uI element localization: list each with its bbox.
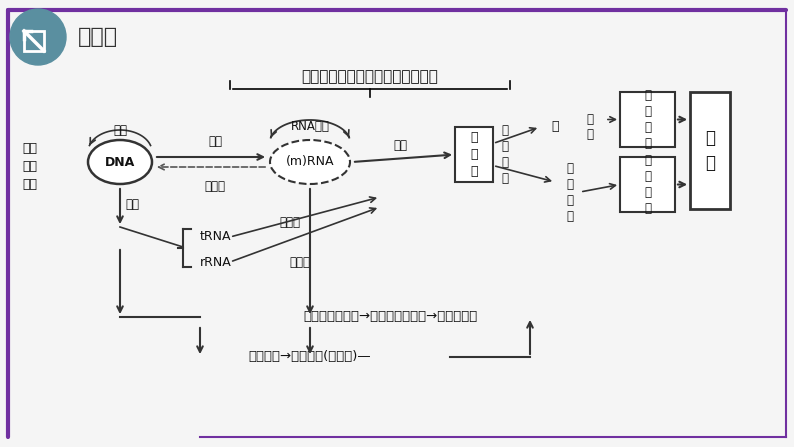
Text: （
场
所
）: （ 场 所 ）	[502, 125, 508, 186]
Text: RNA复制: RNA复制	[291, 121, 330, 134]
Ellipse shape	[88, 140, 152, 184]
Text: 脱氧核苷酸序列→核糖核苷酸序列→氨基酸序列: 脱氧核苷酸序列→核糖核苷酸序列→氨基酸序列	[303, 311, 477, 324]
Text: 核糖体: 核糖体	[290, 256, 310, 269]
Text: DNA: DNA	[105, 156, 135, 169]
Text: (m)RNA: (m)RNA	[286, 156, 334, 169]
Text: 翻译: 翻译	[393, 139, 407, 152]
FancyBboxPatch shape	[620, 157, 675, 212]
Ellipse shape	[270, 140, 350, 184]
Text: 性
状: 性 状	[705, 129, 715, 172]
Text: 结
构
蛋
白: 结 构 蛋 白	[566, 161, 573, 223]
Circle shape	[10, 9, 66, 65]
Text: 细
胞
结
构: 细 胞 结 构	[644, 89, 651, 150]
Text: 概念图: 概念图	[78, 27, 118, 47]
Text: tRNA: tRNA	[200, 231, 232, 244]
Text: 酶: 酶	[551, 121, 559, 134]
Text: 蛋
白
质: 蛋 白 质	[470, 131, 478, 178]
Text: rRNA: rRNA	[200, 256, 232, 269]
Text: 翻译者: 翻译者	[279, 215, 300, 228]
Text: 遗传
信息
传递: 遗传 信息 传递	[22, 143, 37, 191]
Text: 遗传信息→遗传密码(密码子)—: 遗传信息→遗传密码(密码子)—	[249, 350, 372, 363]
FancyBboxPatch shape	[455, 127, 493, 182]
Text: 细
胞
结
构: 细 胞 结 构	[644, 154, 651, 215]
Text: 复制: 复制	[113, 124, 127, 137]
Text: 逆转录: 逆转录	[205, 180, 225, 193]
Text: 转录: 转录	[208, 135, 222, 148]
Text: 转录: 转录	[125, 198, 139, 211]
FancyBboxPatch shape	[690, 92, 730, 209]
Text: 控制蛋白质合成（表达遗传信息）: 控制蛋白质合成（表达遗传信息）	[302, 69, 438, 84]
FancyBboxPatch shape	[24, 31, 44, 51]
FancyBboxPatch shape	[620, 92, 675, 147]
Text: 影
响: 影 响	[587, 113, 593, 141]
